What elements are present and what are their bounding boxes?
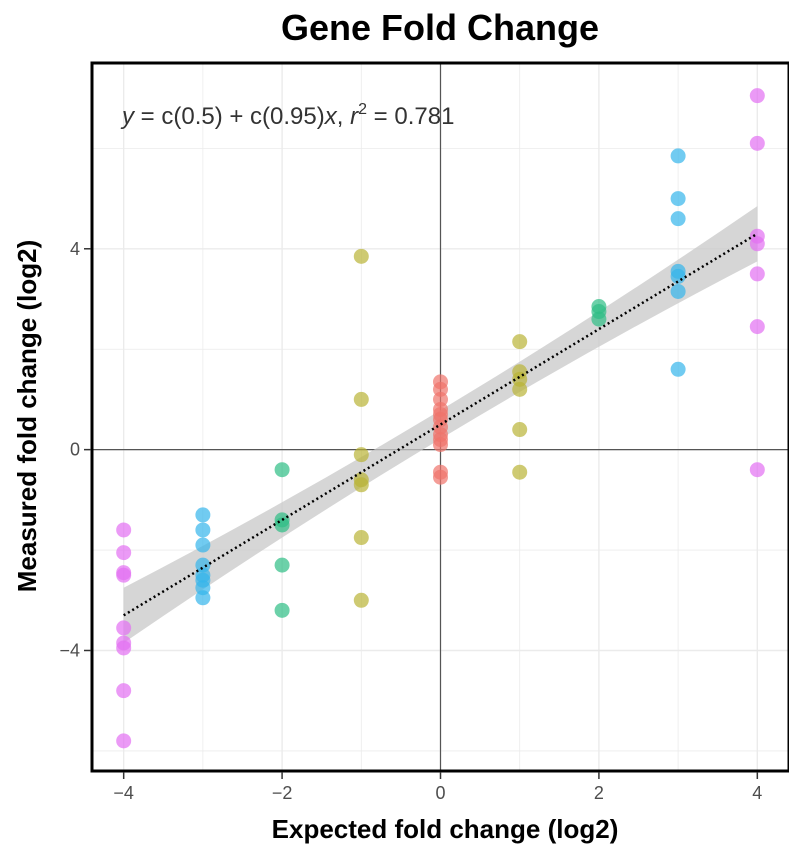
data-point [274,462,290,478]
x-axis-title: Expected fold change (log2) [272,814,619,844]
data-point [433,437,448,453]
data-point [670,148,686,164]
annotation-equation: = c(0.5) + c(0.95) [134,103,325,130]
y-tick-label: 4 [70,239,80,259]
annotation-r-exponent: 2 [358,101,367,118]
data-point [512,422,528,438]
x-axis-ticks: −4 −2 0 2 4 [113,772,762,803]
data-point [749,135,765,151]
annotation-separator: , [337,103,350,130]
annotation-r-value: = 0.781 [367,103,454,130]
data-point [749,236,765,252]
data-point [512,464,528,480]
data-point [670,211,686,227]
data-point [749,88,765,104]
data-point [512,381,528,397]
x-tick-label: −2 [272,783,293,803]
x-tick-label: 0 [435,783,445,803]
data-point [353,391,369,407]
data-point [195,522,211,538]
data-point [512,334,528,350]
x-tick-label: −4 [113,783,134,803]
data-point [670,283,686,299]
data-point [116,620,132,636]
data-point [353,592,369,608]
x-tick-label: 2 [594,783,604,803]
data-point [116,522,132,538]
data-point [749,319,765,335]
data-point [591,311,607,327]
data-point [116,733,132,749]
data-point [116,545,132,561]
y-tick-label: −4 [59,640,80,660]
y-axis-title: Measured fold change (log2) [12,240,42,593]
data-point [749,462,765,478]
data-point [116,683,132,699]
data-point [274,602,290,618]
regression-line [123,232,758,617]
data-point [116,567,132,583]
data-point [195,507,211,523]
annotation-r-var: r [350,103,359,130]
data-point [353,530,369,546]
y-axis-ticks: −4 0 4 [59,239,91,660]
annotation-x-var: x [324,103,338,130]
data-point [670,361,686,377]
data-point [670,268,686,284]
data-point [670,191,686,207]
data-point [274,557,290,573]
regression-annotation: y = c(0.5) + c(0.95)x, r2 = 0.781 [120,101,454,130]
data-point [195,590,211,606]
data-point [195,537,211,553]
data-points [116,88,765,749]
x-tick-label: 4 [752,783,762,803]
y-tick-label: 0 [70,440,80,460]
data-point [353,248,369,264]
data-point [116,640,132,656]
data-point [749,266,765,282]
annotation-y-var: y [120,103,136,130]
chart-title: Gene Fold Change [281,7,599,48]
data-point [353,477,369,493]
data-point [353,447,369,463]
data-point [433,469,448,485]
plot-panel-border [90,61,789,773]
